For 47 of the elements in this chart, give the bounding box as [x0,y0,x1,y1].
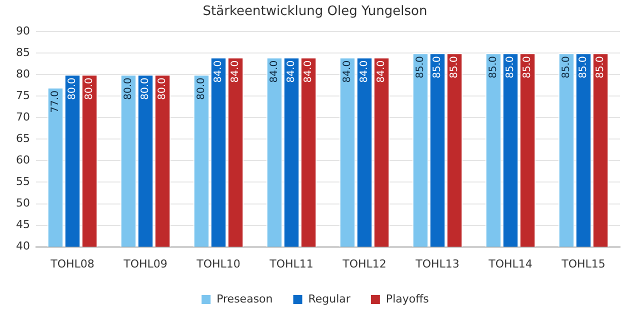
data-label: 84.0 [230,60,242,83]
data-label: 84.0 [303,60,314,83]
x-tick-label: TOHL11 [268,257,314,270]
data-label: 80.0 [123,78,134,100]
data-label: 85.0 [505,56,516,78]
y-tick-label: 65 [16,132,30,146]
data-label: 84.0 [286,60,298,83]
data-label: 80.0 [196,78,208,100]
y-tick-label: 70 [16,110,30,124]
data-label: 80.0 [157,78,168,100]
data-label: 80.0 [140,78,152,100]
x-tick-label: TOHL12 [342,257,386,270]
y-tick-label: 85 [16,46,30,59]
y-tick-label: 50 [16,196,30,210]
x-tick-label: TOHL14 [488,257,532,270]
y-tick-label: 75 [16,89,30,102]
data-label: 85.0 [595,56,606,78]
y-tick-label: 90 [16,24,30,38]
y-tick-label: 60 [16,154,30,167]
data-label: 84.0 [359,60,370,83]
data-label: 85.0 [522,56,534,78]
x-tick-label: TOHL09 [122,257,168,270]
y-tick-label: 55 [16,175,30,188]
x-tick-label: TOHL10 [196,257,240,270]
x-tick-label: TOHL13 [414,257,460,270]
data-label: 85.0 [578,56,590,78]
y-tick-label: 80 [16,68,30,80]
data-label: 84.0 [342,60,354,83]
data-label: 80.0 [67,78,78,100]
legend-label: Preseason [216,292,273,306]
data-label: 84.0 [376,60,388,83]
data-label: 85.0 [432,56,444,78]
data-label: 85.0 [415,56,426,78]
chart-title: Stärkeentwicklung Oleg Yungelson [202,4,428,20]
data-label: 85.0 [488,56,500,78]
data-label: 77.0 [50,90,62,113]
legend-label: Regular [308,292,351,306]
y-tick-label: 45 [16,218,30,232]
data-label: 80.0 [84,78,96,100]
data-label: 85.0 [561,56,572,78]
x-tick-label: TOHL15 [560,257,606,270]
y-tick-label: 40 [16,240,30,253]
data-label: 84.0 [213,60,224,83]
legend-label: Playoffs [386,292,430,306]
data-label: 85.0 [449,56,460,78]
x-tick-label: TOHL08 [50,257,94,270]
data-label: 84.0 [269,60,280,83]
